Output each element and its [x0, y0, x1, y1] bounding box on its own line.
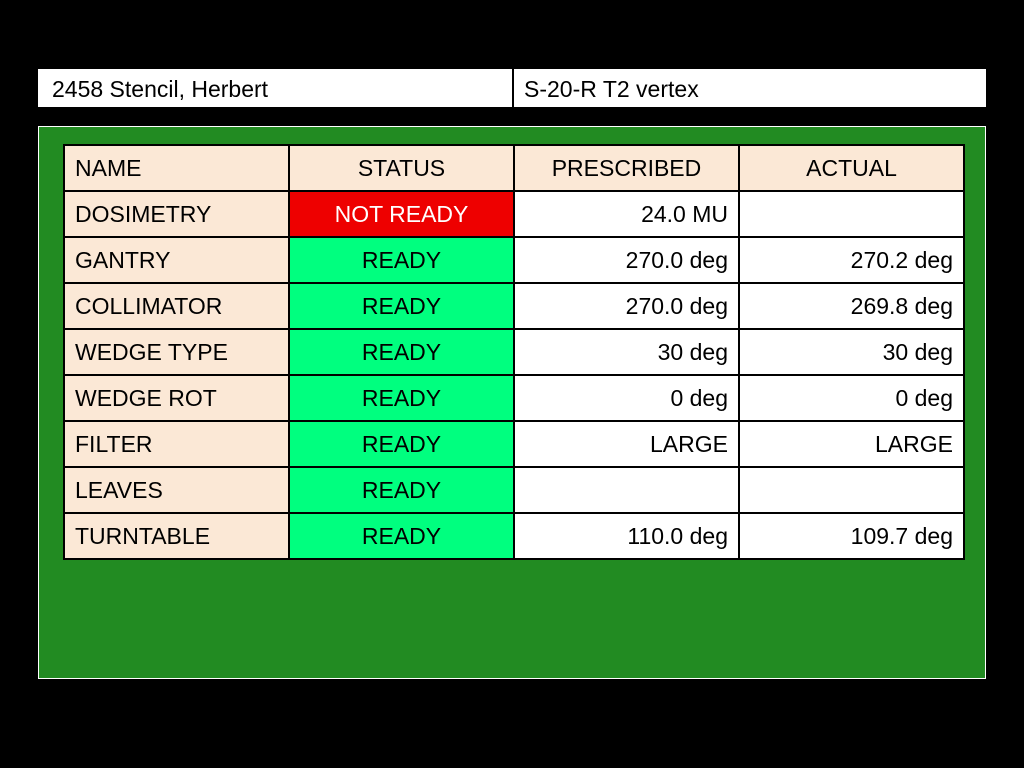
table-row: COLLIMATOR READY 270.0 deg 269.8 deg — [63, 282, 965, 330]
status-badge: READY — [288, 374, 515, 422]
status-badge: READY — [288, 282, 515, 330]
row-name: FILTER — [63, 420, 290, 468]
column-header-name: NAME — [63, 144, 290, 192]
treatment-field-name: S-20-R T2 vertex — [514, 69, 986, 107]
actual-value — [738, 466, 965, 514]
row-name: WEDGE ROT — [63, 374, 290, 422]
prescribed-value: 110.0 deg — [513, 512, 740, 560]
actual-value: LARGE — [738, 420, 965, 468]
status-panel: NAME STATUS PRESCRIBED ACTUAL DOSIMETRY … — [38, 126, 986, 679]
row-name: TURNTABLE — [63, 512, 290, 560]
table-row: FILTER READY LARGE LARGE — [63, 420, 965, 468]
table-row: WEDGE ROT READY 0 deg 0 deg — [63, 374, 965, 422]
column-header-actual: ACTUAL — [738, 144, 965, 192]
prescribed-value: 270.0 deg — [513, 236, 740, 284]
row-name: GANTRY — [63, 236, 290, 284]
table-row: DOSIMETRY NOT READY 24.0 MU — [63, 190, 965, 238]
header-divider — [512, 69, 514, 107]
prescribed-value: 270.0 deg — [513, 282, 740, 330]
status-badge: NOT READY — [288, 190, 515, 238]
actual-value — [738, 190, 965, 238]
prescribed-value: 30 deg — [513, 328, 740, 376]
column-header-status: STATUS — [288, 144, 515, 192]
prescribed-value: 0 deg — [513, 374, 740, 422]
table-row: WEDGE TYPE READY 30 deg 30 deg — [63, 328, 965, 376]
row-name: LEAVES — [63, 466, 290, 514]
machine-status-table: NAME STATUS PRESCRIBED ACTUAL DOSIMETRY … — [63, 144, 965, 560]
actual-value: 270.2 deg — [738, 236, 965, 284]
table-row: TURNTABLE READY 110.0 deg 109.7 deg — [63, 512, 965, 560]
session-header: 2458 Stencil, Herbert S-20-R T2 vertex — [38, 69, 986, 107]
status-badge: READY — [288, 512, 515, 560]
actual-value: 30 deg — [738, 328, 965, 376]
status-badge: READY — [288, 420, 515, 468]
row-name: COLLIMATOR — [63, 282, 290, 330]
row-name: WEDGE TYPE — [63, 328, 290, 376]
actual-value: 0 deg — [738, 374, 965, 422]
patient-name-field: 2458 Stencil, Herbert — [38, 69, 512, 107]
prescribed-value: 24.0 MU — [513, 190, 740, 238]
prescribed-value: LARGE — [513, 420, 740, 468]
actual-value: 269.8 deg — [738, 282, 965, 330]
row-name: DOSIMETRY — [63, 190, 290, 238]
column-header-prescribed: PRESCRIBED — [513, 144, 740, 192]
status-badge: READY — [288, 328, 515, 376]
table-header-row: NAME STATUS PRESCRIBED ACTUAL — [63, 144, 965, 192]
prescribed-value — [513, 466, 740, 514]
table-row: GANTRY READY 270.0 deg 270.2 deg — [63, 236, 965, 284]
status-badge: READY — [288, 236, 515, 284]
actual-value: 109.7 deg — [738, 512, 965, 560]
status-badge: READY — [288, 466, 515, 514]
table-row: LEAVES READY — [63, 466, 965, 514]
